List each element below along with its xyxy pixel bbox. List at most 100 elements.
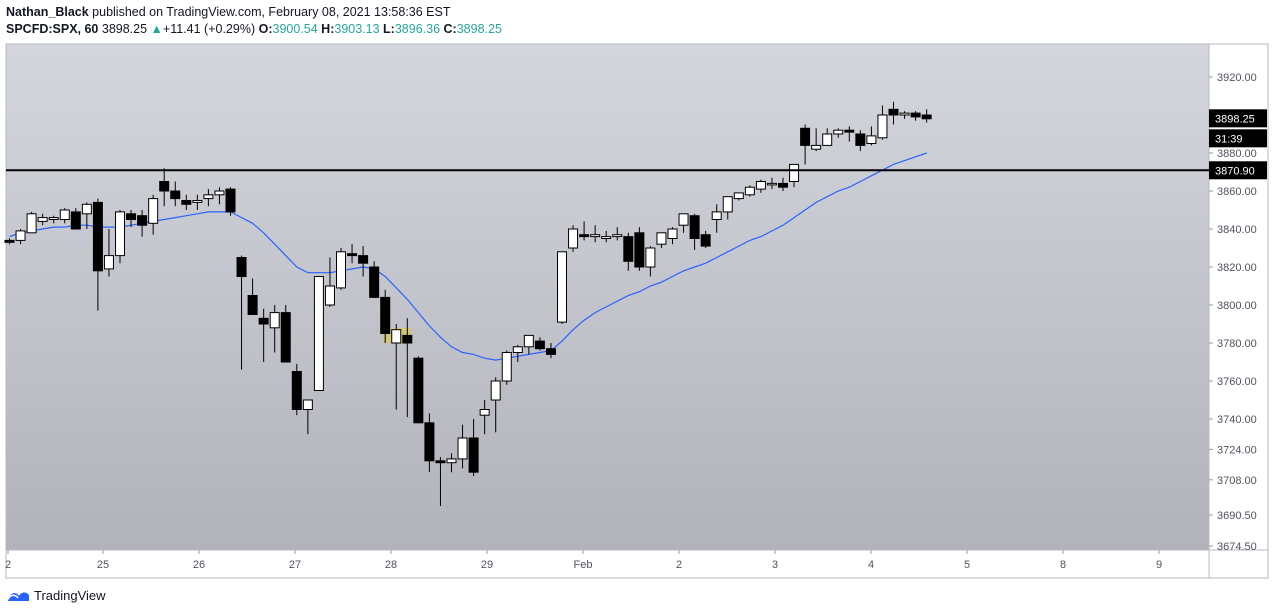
candle[interactable] xyxy=(159,168,170,207)
candle[interactable] xyxy=(115,210,125,264)
candle[interactable] xyxy=(280,305,291,363)
candle[interactable] xyxy=(247,278,258,315)
candle[interactable] xyxy=(689,213,700,250)
candle[interactable] xyxy=(269,305,280,353)
candle[interactable] xyxy=(822,128,833,146)
candle[interactable] xyxy=(645,246,656,277)
candle[interactable] xyxy=(37,213,48,226)
tradingview-logo-icon xyxy=(6,591,29,601)
candle[interactable] xyxy=(291,363,302,416)
candle[interactable] xyxy=(744,185,755,197)
tradingview-footer[interactable]: TradingView xyxy=(6,588,106,603)
candle[interactable] xyxy=(545,343,556,359)
candle[interactable] xyxy=(612,227,623,241)
candle[interactable] xyxy=(203,189,214,207)
candle[interactable] xyxy=(910,111,921,121)
candle[interactable] xyxy=(678,213,689,233)
candle[interactable] xyxy=(424,413,435,473)
candle[interactable] xyxy=(778,177,788,191)
author-name[interactable]: Nathan_Black xyxy=(6,5,89,19)
candle[interactable] xyxy=(700,230,711,248)
candle[interactable] xyxy=(921,109,932,123)
candle[interactable] xyxy=(137,210,148,237)
candle[interactable] xyxy=(800,124,811,165)
candle[interactable] xyxy=(70,208,81,230)
candle[interactable] xyxy=(899,111,910,119)
candle[interactable] xyxy=(435,457,446,506)
candle[interactable] xyxy=(59,208,70,224)
candle[interactable] xyxy=(81,202,92,229)
candle[interactable] xyxy=(192,194,203,210)
candle[interactable] xyxy=(446,453,457,473)
plot-area[interactable] xyxy=(6,44,1209,550)
x-tick-label: 26 xyxy=(193,559,205,571)
candle[interactable] xyxy=(236,255,247,370)
candle-body-up xyxy=(667,228,678,239)
candle[interactable] xyxy=(103,229,114,277)
candle[interactable] xyxy=(380,289,391,343)
candle[interactable] xyxy=(755,179,766,193)
candle[interactable] xyxy=(358,246,369,277)
candle[interactable] xyxy=(512,344,523,362)
candle[interactable] xyxy=(711,204,722,233)
candle[interactable] xyxy=(369,261,380,298)
candle[interactable] xyxy=(148,194,159,235)
candle[interactable] xyxy=(170,181,181,207)
candle[interactable] xyxy=(634,227,645,271)
candle[interactable] xyxy=(844,126,855,142)
candle[interactable] xyxy=(656,232,667,248)
candle[interactable] xyxy=(855,130,866,152)
candle[interactable] xyxy=(336,248,346,290)
candle-body-up xyxy=(601,236,612,240)
candle[interactable] xyxy=(479,400,490,435)
candle[interactable] xyxy=(347,244,358,264)
candle[interactable] xyxy=(501,350,512,385)
candle[interactable] xyxy=(789,163,800,188)
candle[interactable] xyxy=(534,337,545,351)
candle[interactable] xyxy=(579,221,590,241)
candle[interactable] xyxy=(48,215,59,224)
candle[interactable] xyxy=(568,225,579,252)
candle[interactable] xyxy=(391,324,402,410)
candle[interactable] xyxy=(402,318,413,418)
candle[interactable] xyxy=(214,187,225,205)
candle[interactable] xyxy=(877,105,888,140)
candle[interactable] xyxy=(722,196,733,220)
y-tick-label: 3760.00 xyxy=(1217,376,1257,388)
price-axis[interactable] xyxy=(1209,44,1268,550)
candle[interactable] xyxy=(557,251,567,324)
time-axis[interactable] xyxy=(6,550,1209,578)
candle[interactable] xyxy=(126,210,137,228)
candle[interactable] xyxy=(766,177,777,190)
candle[interactable] xyxy=(225,187,236,216)
candle[interactable] xyxy=(324,257,335,307)
candle-body-up xyxy=(656,232,667,245)
horizontal-line-price-label: 3870.90 xyxy=(1209,161,1267,180)
candle[interactable] xyxy=(181,194,192,210)
moving-average-line[interactable] xyxy=(9,152,927,361)
candle[interactable] xyxy=(490,377,501,433)
candle[interactable] xyxy=(413,356,424,424)
candle[interactable] xyxy=(92,198,103,311)
candle[interactable] xyxy=(601,230,612,243)
candle[interactable] xyxy=(15,229,26,245)
candle[interactable] xyxy=(866,126,877,146)
candle[interactable] xyxy=(833,128,844,138)
candle[interactable] xyxy=(888,101,899,125)
candle[interactable] xyxy=(457,424,468,469)
candle[interactable] xyxy=(523,334,534,355)
candle[interactable] xyxy=(468,419,479,476)
candle-body-up xyxy=(203,194,214,200)
candle[interactable] xyxy=(4,238,15,245)
candle[interactable] xyxy=(733,192,744,201)
candle[interactable] xyxy=(313,276,324,391)
candle[interactable] xyxy=(667,227,678,245)
candle[interactable] xyxy=(302,399,313,435)
candle[interactable] xyxy=(811,128,822,152)
candle[interactable] xyxy=(623,232,634,271)
candle[interactable] xyxy=(258,308,269,362)
candle[interactable] xyxy=(590,225,601,243)
candle[interactable] xyxy=(26,211,37,234)
candle-body-down xyxy=(369,266,380,298)
